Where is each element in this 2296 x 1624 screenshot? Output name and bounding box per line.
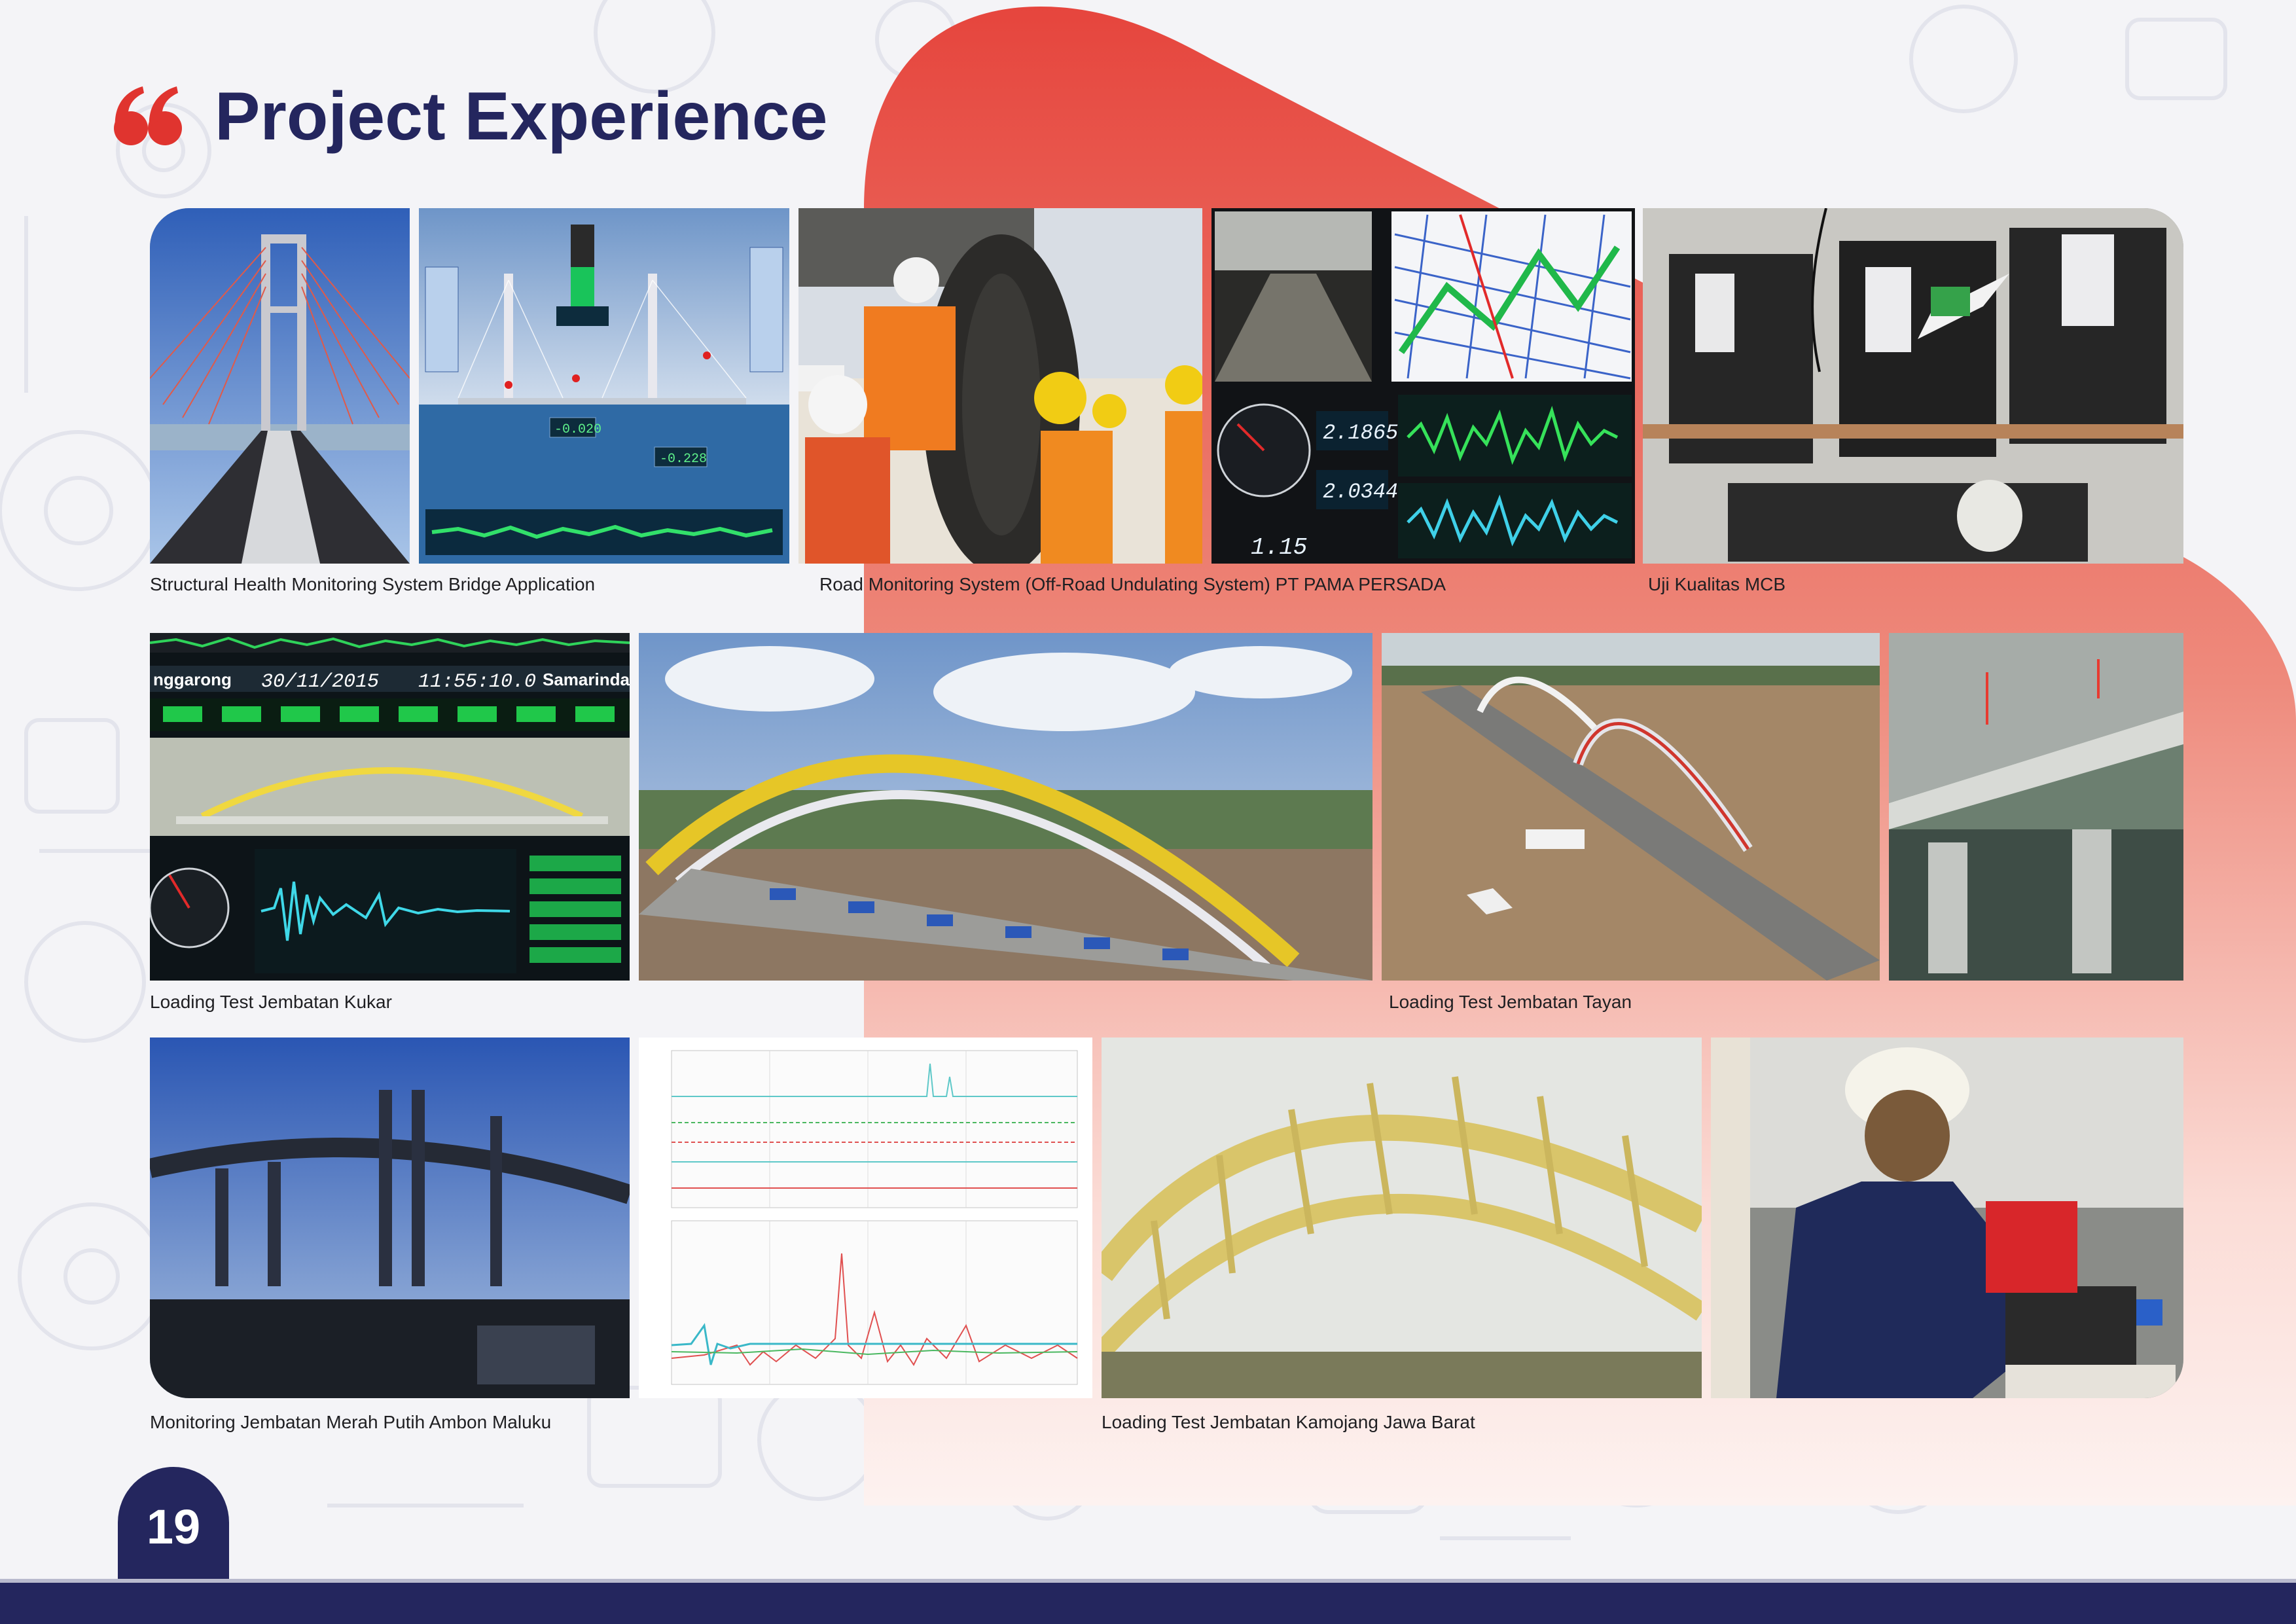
footer-bar bbox=[0, 1583, 2296, 1624]
caption-shm-bridge: Structural Health Monitoring System Brid… bbox=[150, 574, 596, 594]
page-number: 19 bbox=[146, 1500, 201, 1554]
photo-tayan-bridge bbox=[1382, 633, 1880, 981]
photo-road-monitor-screen: 2.1865 2.0344 1.15 bbox=[1211, 208, 1635, 564]
photo-merah-putih-bridge bbox=[150, 1038, 630, 1398]
caption-tayan: Loading Test Jembatan Tayan bbox=[1389, 992, 1632, 1012]
photo-signal-graphs bbox=[639, 1038, 1092, 1398]
footer-line bbox=[0, 1579, 2296, 1583]
photo-mcb-testing bbox=[1643, 208, 2183, 564]
photo-road-workers bbox=[798, 208, 1202, 564]
photo-bridge-underside bbox=[1889, 633, 2183, 981]
photo-kamojang-truss bbox=[1102, 1038, 1702, 1398]
road-readout-2: 2.0344 bbox=[1323, 480, 1398, 504]
caption-road-monitoring: Road Monitoring System (Off-Road Undulat… bbox=[819, 574, 1446, 594]
photo-kukar-monitor-screen: nggarong 30/11/2015 11:55:10.0 Samarinda bbox=[150, 633, 630, 981]
caption-uji-mcb: Uji Kualitas MCB bbox=[1648, 574, 1786, 594]
photo-arch-bridge-aerial bbox=[639, 633, 1372, 981]
caption-kamojang: Loading Test Jembatan Kamojang Jawa Bara… bbox=[1102, 1412, 1475, 1432]
quote-icon bbox=[114, 86, 182, 145]
page-title: Project Experience bbox=[215, 78, 828, 154]
kukar-right-city: Samarinda bbox=[543, 670, 630, 689]
kukar-date: 30/11/2015 bbox=[261, 671, 379, 693]
photo-engineer-laptop bbox=[1711, 1038, 2183, 1398]
caption-kukar: Loading Test Jembatan Kukar bbox=[150, 992, 392, 1012]
shm-readout-2: -0.228 bbox=[660, 452, 707, 467]
shm-readout-1: -0.020 bbox=[554, 422, 601, 437]
page-number-tab bbox=[118, 1467, 229, 1591]
road-readout-3: 1.15 bbox=[1251, 534, 1307, 561]
photo-shm-app-screen: -0.020 -0.228 bbox=[419, 208, 789, 564]
caption-merah-putih: Monitoring Jembatan Merah Putih Ambon Ma… bbox=[150, 1412, 552, 1432]
photo-bridge-road bbox=[150, 208, 410, 564]
kukar-left-city: nggarong bbox=[153, 670, 232, 689]
title-row: Project Experience bbox=[111, 71, 827, 162]
kukar-time: 11:55:10.0 bbox=[418, 671, 536, 693]
road-readout-1: 2.1865 bbox=[1323, 421, 1398, 445]
